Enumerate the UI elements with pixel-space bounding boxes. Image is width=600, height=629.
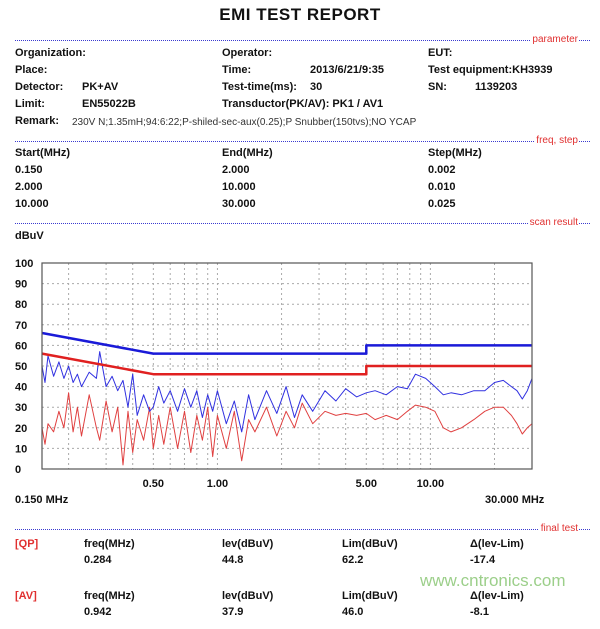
x-tick-label: 10.00: [417, 478, 445, 490]
parameter-divider: parameter: [15, 34, 590, 45]
final-test-value: 0.284: [84, 554, 112, 566]
y-tick-label: 90: [15, 279, 27, 291]
time-label: Time:: [222, 64, 252, 76]
freq-step-cell: 2.000: [222, 164, 250, 176]
x-tick-label: 1.00: [207, 478, 228, 490]
freq-step-cell: 0.150: [15, 164, 43, 176]
y-tick-label: 30: [15, 402, 27, 414]
freq-step-cell: 10.000: [222, 181, 256, 193]
final-test-header: lev(dBuV): [222, 538, 274, 550]
y-axis-label: dBuV: [15, 230, 44, 242]
x-tick-label: 5.00: [356, 478, 377, 490]
y-tick-label: 70: [15, 320, 27, 332]
y-tick-label: 0: [15, 464, 21, 476]
plot-frame: [41, 262, 533, 470]
av-limit: [41, 352, 532, 376]
time-value: 2013/6/21/9:35: [310, 64, 385, 76]
final-test-header: Lim(dBuV): [342, 538, 398, 550]
final-test-value: 62.2: [342, 554, 364, 566]
final-test-header: freq(MHz): [84, 590, 135, 602]
final-test-value: -17.4: [470, 554, 496, 566]
final-test-header: lev(dBuV): [222, 590, 274, 602]
freq-step-cell: 2.000: [15, 181, 43, 193]
report-title: EMI TEST REPORT: [219, 5, 381, 24]
x-max-label: 30.000 MHz: [485, 494, 545, 506]
sn-value: 1139203: [475, 81, 518, 93]
sn-label: SN:: [428, 81, 447, 93]
operator-label: Operator:: [222, 47, 273, 59]
final-test-section-label: final test: [538, 523, 578, 534]
final-test-divider: final test: [15, 523, 590, 534]
parameter-section-label: parameter: [530, 34, 578, 45]
final-test-value: -8.1: [470, 606, 489, 618]
final-test-header: Lim(dBuV): [342, 590, 398, 602]
freq-step-header: End(MHz): [222, 147, 273, 159]
y-tick-label: 100: [15, 258, 33, 270]
y-tick-label: 40: [15, 382, 27, 394]
final-test-value: 37.9: [222, 606, 244, 618]
peak-trace: [41, 351, 533, 433]
average-trace: [41, 392, 533, 466]
test-equipment: Test equipment:KH3939: [428, 64, 553, 76]
detector-value: PK+AV: [82, 81, 119, 93]
freq-step-cell: 0.025: [428, 198, 456, 210]
final-test-tag: [AV]: [15, 590, 37, 602]
organization-label: Organization:: [15, 47, 86, 59]
final-test-tag: [QP]: [15, 538, 39, 550]
transductor: Transductor(PK/AV): PK1 / AV1: [222, 98, 384, 110]
y-tick-label: 80: [15, 299, 27, 311]
eut-label: EUT:: [428, 47, 453, 59]
remark-label: Remark:: [15, 115, 60, 127]
y-tick-label: 20: [15, 423, 27, 435]
final-test-value: 46.0: [342, 606, 364, 618]
remark-value: 230V N;1.35mH;94:6:22;P-shiled-sec-aux(0…: [72, 117, 417, 128]
final-test-header: Δ(lev-Lim): [470, 538, 524, 550]
freq-step-cell: 0.002: [428, 164, 456, 176]
test-time-label: Test-time(ms):: [222, 81, 297, 93]
freq-step-divider: freq, step: [15, 135, 590, 146]
freq-step-section-label: freq, step: [534, 135, 578, 146]
watermark: www.cntronics.com: [420, 571, 566, 590]
limit-value: EN55022B: [82, 98, 136, 110]
final-test-header: Δ(lev-Lim): [470, 590, 524, 602]
final-test-value: 44.8: [222, 554, 244, 566]
y-tick-label: 50: [15, 361, 27, 373]
limit-label: Limit:: [15, 98, 45, 110]
y-tick-label: 10: [15, 443, 27, 455]
test-time-value: 30: [310, 81, 323, 93]
detector-label: Detector:: [15, 81, 64, 93]
final-test-value: 0.942: [84, 606, 112, 618]
qp-limit: [41, 331, 532, 355]
freq-step-cell: 30.000: [222, 198, 256, 210]
x-tick-label: 0.50: [143, 478, 164, 490]
final-test-header: freq(MHz): [84, 538, 135, 550]
emi-chart: 0 10 20 30 40 50 60 70 80 90 100 0.50 1.00 5.00 10.00: [15, 258, 533, 490]
scan-result-section-label: scan result: [527, 217, 578, 228]
freq-step-header: Start(MHz): [15, 147, 70, 159]
place-label: Place:: [15, 64, 48, 76]
freq-step-cell: 10.000: [15, 198, 49, 210]
freq-step-header: Step(MHz): [428, 147, 482, 159]
x-min-label: 0.150 MHz: [15, 494, 69, 506]
y-tick-label: 60: [15, 340, 27, 352]
freq-step-cell: 0.010: [428, 181, 456, 193]
scan-result-divider: scan result: [15, 217, 590, 228]
